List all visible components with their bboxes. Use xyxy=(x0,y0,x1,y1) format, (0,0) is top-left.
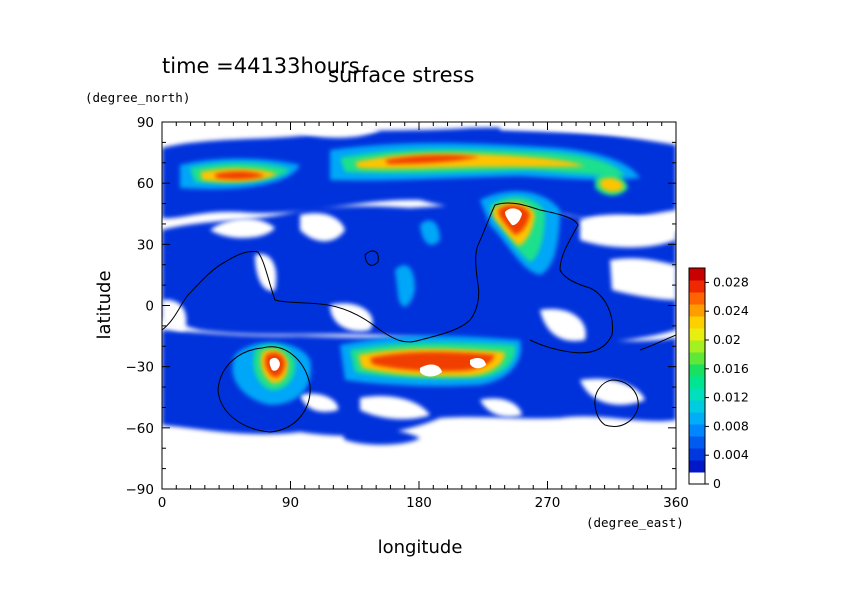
coastline-west xyxy=(162,202,614,354)
x-tick-label: 270 xyxy=(535,495,561,511)
colorbar-frame xyxy=(688,267,706,485)
peak-red-n2 xyxy=(385,155,480,164)
colorbar-tick-label: 0.016 xyxy=(713,361,749,376)
x-unit-label: (degree_east) xyxy=(586,515,684,530)
colorbar-tick-label: 0.008 xyxy=(713,418,749,433)
gap-south-1 xyxy=(360,395,430,420)
colorbar-segment xyxy=(689,280,705,293)
y-tick-label: −30 xyxy=(126,360,155,376)
colorbar-segment xyxy=(689,388,705,401)
colorbar-segment xyxy=(689,472,705,485)
axis-tick-labels: 0 90 180 270 360 −90 −60 −30 0 30 60 90 xyxy=(126,115,689,511)
colorbar-segment xyxy=(689,340,705,353)
colorbar-segment xyxy=(689,268,705,281)
gap-mid-2 xyxy=(300,213,345,242)
peak-hole-sw xyxy=(269,357,280,371)
contour-cyan-mid1 xyxy=(395,265,415,307)
y-tick-label: 60 xyxy=(137,176,154,192)
colorbar-tick-label: 0.004 xyxy=(713,447,749,462)
x-axis-label: longitude xyxy=(378,537,463,558)
y-tick-label: 90 xyxy=(137,115,154,131)
gap-south-2 xyxy=(480,398,522,417)
colorbar-segment xyxy=(689,412,705,425)
gap-mid-1 xyxy=(210,218,275,239)
colorbar-segment xyxy=(689,352,705,365)
gap-north-1 xyxy=(300,122,380,138)
gap-equator-2 xyxy=(330,303,373,332)
peak-hole-s1 xyxy=(420,364,442,377)
coastline-island xyxy=(364,250,379,266)
y-unit-label: (degree_north) xyxy=(85,90,190,105)
peak-red-n1 xyxy=(215,171,265,180)
colorbar: 0 0.004 0.008 0.012 0.016 0.02 0.024 0.028 xyxy=(688,267,749,491)
colorbar-tick-label: 0 xyxy=(713,476,721,491)
x-tick-label: 180 xyxy=(406,495,432,511)
peak-red-s xyxy=(370,351,495,372)
x-tick-label: 360 xyxy=(663,495,689,511)
y-tick-label: 0 xyxy=(145,299,154,315)
coastline-edge-east xyxy=(639,334,676,351)
x-tick-label: 0 xyxy=(158,495,167,511)
colorbar-segment xyxy=(689,448,705,461)
colorbar-segment xyxy=(689,424,705,437)
colorbar-segment xyxy=(689,460,705,473)
gap-north-2 xyxy=(500,122,676,138)
colorbar-segment xyxy=(689,436,705,449)
y-axis-label: latitude xyxy=(94,270,115,339)
y-tick-label: −90 xyxy=(126,482,155,498)
colorbar-tick-label: 0.02 xyxy=(713,332,741,347)
contour-field xyxy=(162,122,676,489)
colorbar-tick-label: 0.024 xyxy=(713,303,749,318)
colorbar-tick-label: 0.012 xyxy=(713,390,749,405)
y-tick-label: 30 xyxy=(137,237,154,253)
colorbar-segment xyxy=(689,316,705,329)
y-tick-label: −60 xyxy=(126,421,155,437)
chart-title: surface stress xyxy=(328,63,474,87)
colorbar-segment xyxy=(689,292,705,305)
time-label: time =44133hours xyxy=(162,54,360,78)
contour-cyan-mid2 xyxy=(420,220,440,245)
colorbar-segment xyxy=(689,400,705,413)
contour-blob-south-far xyxy=(340,427,420,445)
colorbar-tick-label: 0.028 xyxy=(713,274,749,289)
peak-hole-s2 xyxy=(470,357,486,369)
colorbar-segment xyxy=(689,328,705,341)
colorbar-segment xyxy=(689,364,705,377)
x-tick-label: 90 xyxy=(282,495,299,511)
contour-yellow-se xyxy=(600,177,624,192)
coastline-south-ring xyxy=(217,346,311,433)
colorbar-segment xyxy=(689,376,705,389)
peak-hole-ne xyxy=(505,208,522,226)
coastline-se-ring xyxy=(594,379,639,427)
gap-mid-5 xyxy=(610,258,676,300)
gap-mid-4 xyxy=(255,254,277,291)
axis-ticks xyxy=(161,121,677,490)
gap-equator-3 xyxy=(540,309,586,342)
gap-mid-3 xyxy=(580,214,676,248)
colorbar-segment xyxy=(689,304,705,317)
